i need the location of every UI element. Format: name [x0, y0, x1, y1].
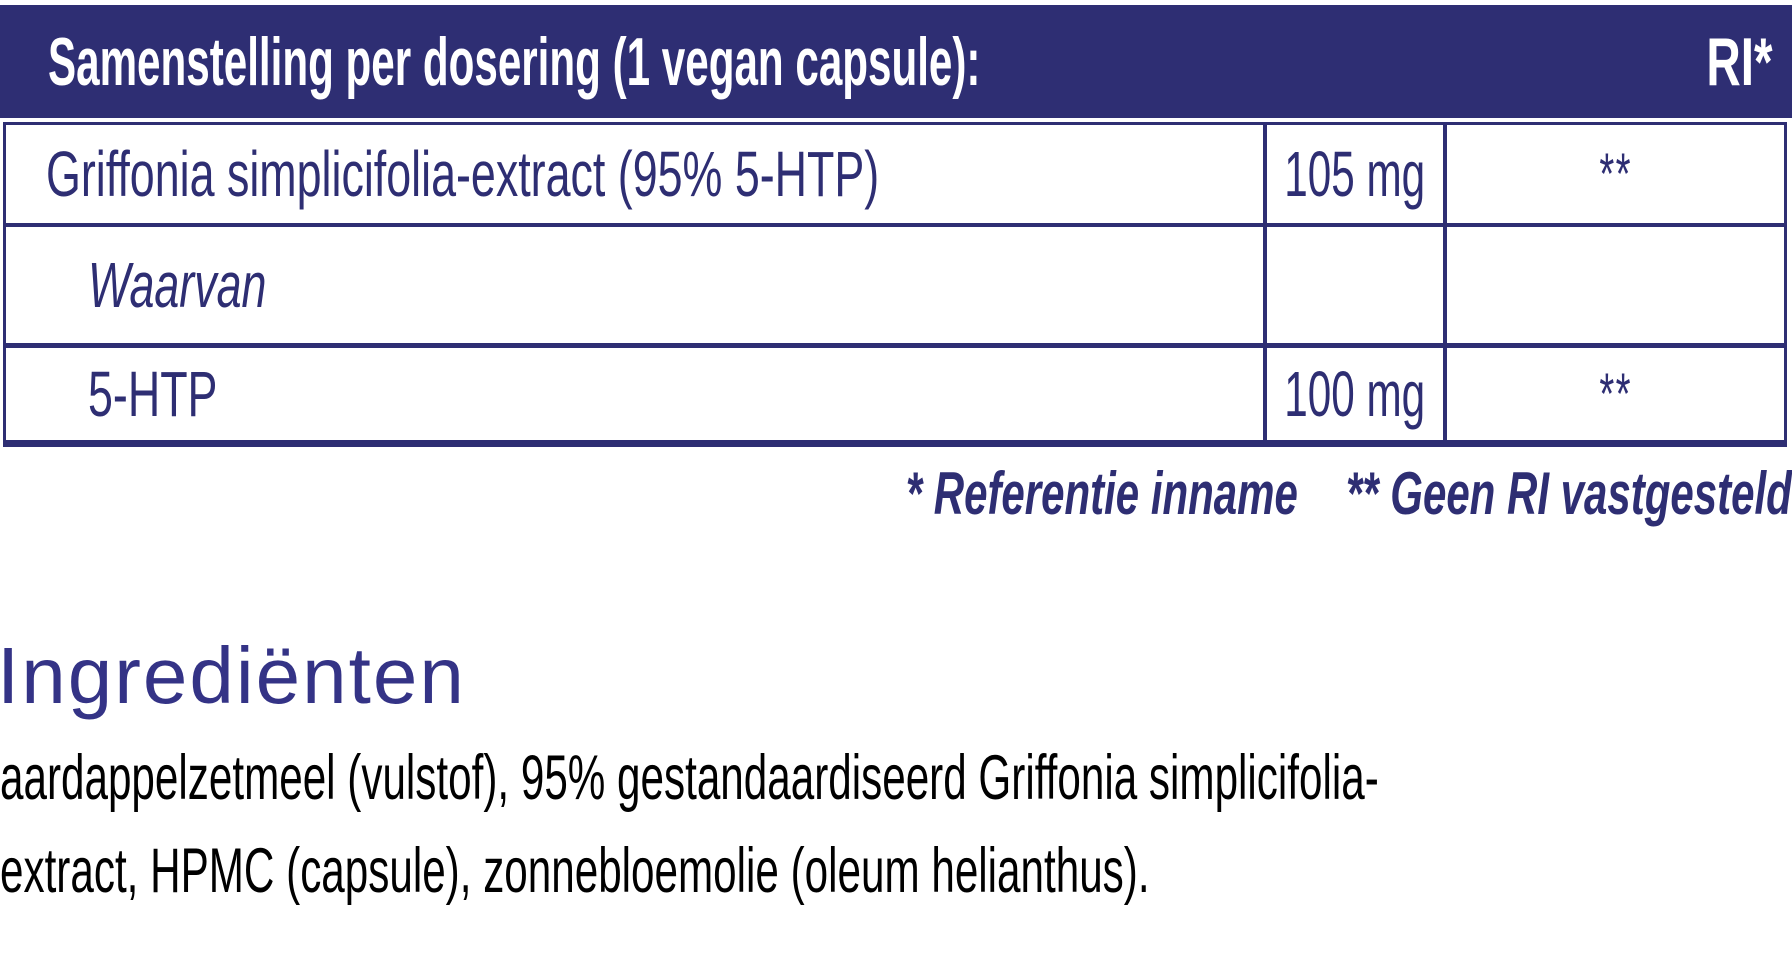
amount-cell: 100 mg — [1263, 348, 1443, 440]
footnote-group: * Referentie inname ** Geen RI vastgeste… — [906, 459, 1792, 528]
footnote-reference-intake: * Referentie inname — [905, 459, 1299, 527]
ingredient-name-cell: Griffonia simplicifolia-extract (95% 5-H… — [6, 125, 1263, 223]
ingredients-line: aardappelzetmeel (vulstof), 95% gestanda… — [0, 743, 1379, 813]
ri-cell — [1443, 227, 1784, 343]
ri-value: ** — [1599, 361, 1632, 427]
ri-cell: ** — [1443, 348, 1784, 440]
ingredients-heading: Ingrediënten — [0, 631, 466, 720]
ri-column-header: RI* — [1705, 23, 1772, 100]
amount-cell: 105 mg — [1263, 125, 1443, 223]
ingredient-name-cell: Waarvan — [6, 227, 1263, 343]
ingredients-line: extract, HPMC (capsule), zonnebloemolie … — [0, 836, 1150, 906]
amount-cell — [1263, 227, 1443, 343]
ri-value: ** — [1599, 141, 1632, 207]
table-row: Griffonia simplicifolia-extract (95% 5-H… — [6, 125, 1784, 223]
ingredient-name: Waarvan — [88, 249, 267, 321]
ingredients-paragraph: aardappelzetmeel (vulstof), 95% gestanda… — [0, 732, 1792, 918]
ri-cell: ** — [1443, 125, 1784, 223]
composition-header-bar: Samenstelling per dosering (1 vegan caps… — [0, 5, 1792, 118]
composition-title: Samenstelling per dosering (1 vegan caps… — [48, 23, 981, 100]
ingredient-name-cell: 5-HTP — [6, 348, 1263, 440]
amount-value: 100 mg — [1284, 358, 1426, 430]
composition-table: Griffonia simplicifolia-extract (95% 5-H… — [3, 122, 1787, 447]
ingredient-name: Griffonia simplicifolia-extract (95% 5-H… — [46, 138, 880, 210]
footnote-line: * Referentie inname ** Geen RI vastgeste… — [0, 452, 1792, 534]
table-row: 5-HTP 100 mg ** — [6, 343, 1784, 440]
amount-value: 105 mg — [1284, 138, 1426, 210]
footnote-no-ri: ** Geen RI vastgesteld — [1346, 459, 1792, 527]
table-row: Waarvan — [6, 223, 1784, 343]
ingredient-name: 5-HTP — [88, 358, 218, 430]
